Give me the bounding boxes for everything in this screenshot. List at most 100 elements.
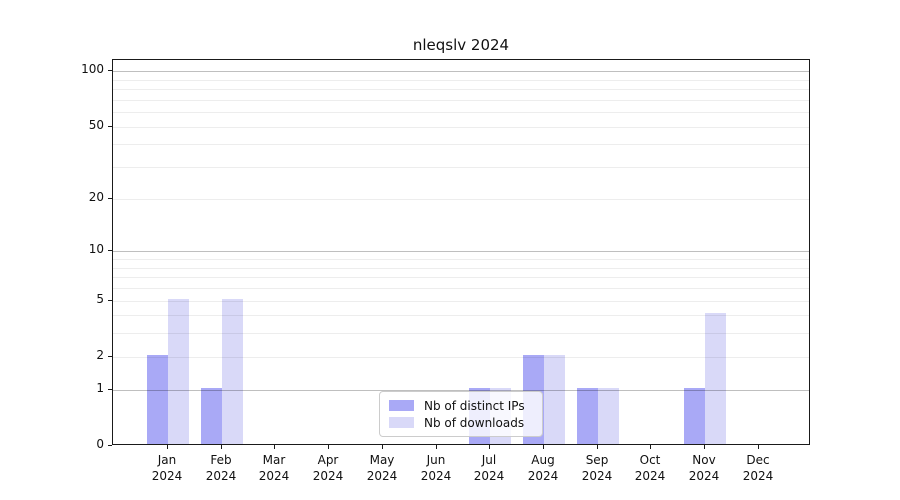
chart-bar-distinct-ips (576, 387, 598, 444)
x-tick-year: 2024 (634, 468, 666, 483)
chart-bar-downloads (168, 298, 189, 444)
x-tick-mark (274, 445, 275, 449)
chart-bar-downloads (543, 354, 565, 444)
x-tick-label: Jan 2024 (136, 453, 198, 484)
legend-item-distinct-ips: Nb of distinct IPs (389, 399, 533, 413)
x-tick-label: Apr 2024 (297, 453, 359, 484)
plot-area (112, 59, 810, 445)
x-tick-label: Oct 2024 (619, 453, 681, 484)
x-tick-year: 2024 (258, 468, 290, 483)
gridline-minor (113, 277, 809, 278)
x-tick-mark (328, 445, 329, 449)
y-tick-mark (108, 250, 112, 251)
x-tick-mark (221, 445, 222, 449)
x-tick-month: Nov (692, 453, 716, 467)
x-tick-year: 2024 (205, 468, 237, 483)
y-tick-label: 2 (96, 348, 104, 362)
chart-title: nleqslv 2024 (412, 36, 510, 54)
y-tick-mark (108, 389, 112, 390)
x-tick-month: Jul (481, 453, 497, 467)
x-tick-month: Apr (317, 453, 339, 467)
x-tick-month: Oct (639, 453, 661, 467)
gridline-minor (113, 333, 809, 334)
y-tick-mark (108, 445, 112, 446)
legend-swatch-distinct-ips (389, 400, 414, 411)
x-tick-label: Sep 2024 (566, 453, 628, 484)
x-tick-mark (436, 445, 437, 449)
chart-bar-distinct-ips (684, 387, 705, 444)
x-tick-month: Mar (262, 453, 286, 467)
x-tick-month: May (369, 453, 395, 467)
y-tick-mark (108, 300, 112, 301)
chart-bar-distinct-ips (147, 354, 168, 444)
y-tick-label: 50 (88, 118, 104, 132)
gridline-minor (113, 268, 809, 269)
gridline-major (113, 71, 809, 72)
gridline-minor (113, 315, 809, 316)
gridline-minor (113, 127, 809, 128)
gridline-minor (113, 259, 809, 260)
y-tick-label: 0 (96, 437, 104, 451)
x-tick-label: Aug 2024 (512, 453, 574, 484)
x-tick-mark (597, 445, 598, 449)
gridline-minor (113, 357, 809, 358)
x-tick-mark (489, 445, 490, 449)
x-tick-mark (543, 445, 544, 449)
x-tick-month: Aug (531, 453, 555, 467)
legend-swatch-downloads (389, 417, 414, 428)
x-tick-mark (758, 445, 759, 449)
x-tick-label: Mar 2024 (243, 453, 305, 484)
x-tick-year: 2024 (527, 468, 559, 483)
legend-label-downloads: Nb of downloads (424, 415, 525, 430)
y-tick-mark (108, 356, 112, 357)
y-tick-label: 20 (88, 190, 104, 204)
y-tick-label: 5 (96, 292, 104, 306)
gridline-minor (113, 89, 809, 90)
gridline-minor (113, 144, 809, 145)
x-tick-month: Feb (210, 453, 232, 467)
chart-bar-downloads (597, 387, 619, 444)
chart-bar-downloads (221, 298, 243, 444)
x-tick-mark (704, 445, 705, 449)
x-tick-month: Jan (157, 453, 177, 467)
gridline-minor (113, 80, 809, 81)
x-tick-year: 2024 (688, 468, 720, 483)
x-tick-mark (650, 445, 651, 449)
legend-label-distinct-ips: Nb of distinct IPs (424, 398, 525, 413)
x-tick-label: Jun 2024 (405, 453, 467, 484)
y-tick-label: 1 (96, 381, 104, 395)
x-tick-label: May 2024 (351, 453, 413, 484)
x-tick-year: 2024 (473, 468, 505, 483)
y-tick-label: 100 (81, 62, 104, 76)
y-tick-mark (108, 198, 112, 199)
gridline-minor (113, 199, 809, 200)
gridline-minor (113, 100, 809, 101)
x-tick-month: Dec (746, 453, 770, 467)
legend-item-downloads: Nb of downloads (389, 416, 533, 430)
legend: Nb of distinct IPs Nb of downloads (379, 391, 543, 437)
x-tick-label: Feb 2024 (190, 453, 252, 484)
y-tick-mark (108, 126, 112, 127)
x-tick-year: 2024 (742, 468, 774, 483)
x-tick-mark (382, 445, 383, 449)
x-tick-year: 2024 (420, 468, 452, 483)
x-tick-label: Nov 2024 (673, 453, 735, 484)
chart-bar-downloads (705, 313, 726, 444)
x-tick-year: 2024 (581, 468, 613, 483)
x-tick-year: 2024 (312, 468, 344, 483)
x-tick-label: Jul 2024 (458, 453, 520, 484)
gridline-minor (113, 167, 809, 168)
x-tick-label: Dec 2024 (727, 453, 789, 484)
gridline-minor (113, 301, 809, 302)
x-tick-month: Jun (426, 453, 446, 467)
gridline-major (113, 390, 809, 391)
chart-bar-distinct-ips (200, 387, 222, 444)
gridline-minor (113, 288, 809, 289)
x-tick-month: Sep (585, 453, 609, 467)
x-tick-year: 2024 (151, 468, 183, 483)
x-tick-year: 2024 (366, 468, 398, 483)
y-tick-label: 10 (88, 242, 104, 256)
gridline-major (113, 251, 809, 252)
gridline-minor (113, 112, 809, 113)
